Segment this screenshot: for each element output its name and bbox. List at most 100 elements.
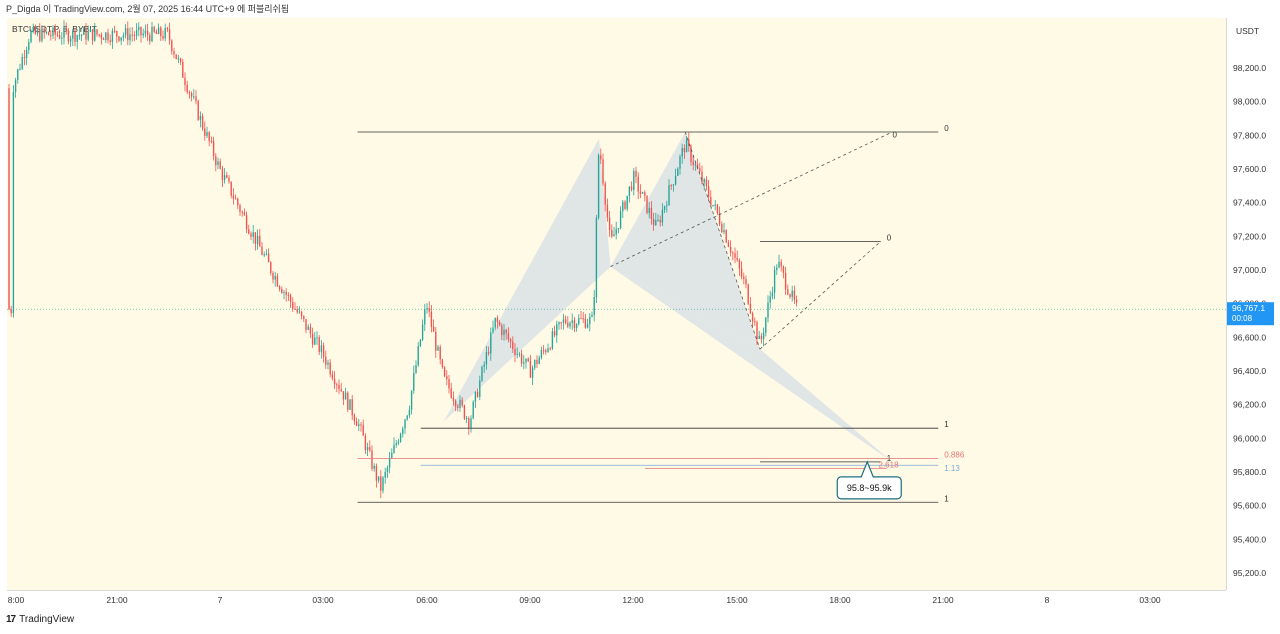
candle-body — [234, 198, 237, 200]
candle-body — [380, 476, 382, 491]
candle-body — [756, 321, 758, 340]
candle-body — [177, 58, 180, 60]
candle-body — [776, 267, 778, 270]
candle-body — [96, 29, 98, 35]
time-tick-label: 8 — [1045, 595, 1050, 605]
candle-body — [243, 212, 246, 216]
currency-label[interactable]: USDT — [1236, 26, 1260, 36]
candle-body — [135, 30, 138, 36]
candle-body — [188, 92, 191, 94]
candle-body — [450, 388, 452, 398]
candle-body — [281, 288, 283, 294]
candle-body — [747, 284, 749, 304]
candle-body — [138, 26, 140, 31]
candle-body — [100, 34, 103, 39]
candle-body — [17, 69, 19, 80]
candle-body — [454, 400, 457, 407]
candle-body — [441, 359, 444, 368]
candle-body — [619, 211, 622, 229]
candle-body — [201, 115, 204, 129]
candle-body — [782, 266, 785, 273]
candle-body — [655, 220, 657, 226]
candle-body — [316, 337, 318, 339]
candle-body — [784, 272, 787, 290]
candle-body — [272, 272, 274, 280]
candle-body — [254, 232, 257, 245]
candle-body — [362, 424, 364, 436]
candle-body — [175, 54, 177, 59]
target-callout — [836, 460, 902, 500]
candle-body — [217, 161, 219, 166]
dashed-cd-line — [684, 131, 761, 350]
chart-area[interactable] — [7, 18, 1226, 590]
candle-body — [327, 362, 329, 365]
candle-body — [287, 294, 290, 296]
candle-body — [780, 261, 782, 267]
candle-body — [437, 346, 439, 351]
candle-body — [318, 337, 320, 353]
candle-body — [545, 350, 547, 352]
candle-body — [762, 332, 765, 340]
candle-body — [692, 161, 694, 165]
candle-body — [769, 296, 771, 303]
candle-body — [448, 379, 450, 389]
candle-body — [760, 335, 763, 340]
candle-body — [210, 140, 213, 142]
fib-level-label: 0 — [944, 124, 949, 133]
candle-body — [435, 331, 437, 351]
candle-body — [463, 405, 466, 419]
candle-body — [703, 179, 705, 183]
candle-body — [562, 319, 565, 323]
price-tick-label: 96,000.0 — [1233, 433, 1266, 443]
candle-body — [54, 27, 56, 35]
candle-body — [743, 276, 745, 280]
candle-body — [503, 329, 505, 336]
candle-body — [371, 450, 373, 469]
candle-body — [509, 339, 512, 342]
candle-body — [791, 290, 793, 297]
candle-body — [415, 365, 417, 373]
candle-body — [305, 319, 307, 330]
candle-body — [573, 320, 576, 328]
candle-body — [65, 27, 67, 31]
candle-body — [118, 36, 120, 41]
time-tick-label: 15:00 — [726, 595, 748, 605]
price-tick-label: 95,400.0 — [1233, 534, 1266, 544]
candle-body — [91, 29, 94, 41]
candle-body — [155, 31, 158, 34]
candle-body — [461, 399, 463, 406]
candle-body — [320, 345, 323, 353]
fib-level-label: 1 — [944, 494, 949, 503]
candle-body — [468, 418, 470, 428]
tradingview-logo[interactable]: 17 TradingView — [6, 614, 74, 625]
candle-body — [311, 333, 314, 345]
candle-body — [56, 34, 59, 36]
candle-body — [558, 322, 560, 325]
candle-body — [624, 201, 626, 209]
candle-body — [771, 292, 774, 297]
candle-body — [426, 308, 428, 310]
candle-body — [402, 428, 404, 434]
price-tick-label: 97,200.0 — [1233, 231, 1266, 241]
candle-body — [428, 308, 430, 312]
candle-body — [613, 234, 615, 237]
candle-body — [615, 228, 617, 235]
candle-body — [47, 32, 50, 36]
candle-body — [617, 228, 620, 230]
candle-body — [355, 421, 358, 426]
candle-body — [567, 322, 569, 327]
candle-body — [142, 33, 144, 36]
candle-body — [131, 34, 133, 36]
candle-body — [611, 230, 613, 237]
candle-body — [551, 331, 554, 349]
candle-body — [184, 77, 186, 85]
candle-body — [120, 37, 122, 41]
candle-body — [494, 317, 496, 328]
time-axis[interactable] — [7, 590, 1226, 611]
candle-body — [232, 195, 235, 199]
candle-body — [430, 311, 433, 327]
candle-body — [487, 352, 490, 354]
candle-body — [571, 320, 573, 323]
candle-body — [261, 246, 263, 255]
